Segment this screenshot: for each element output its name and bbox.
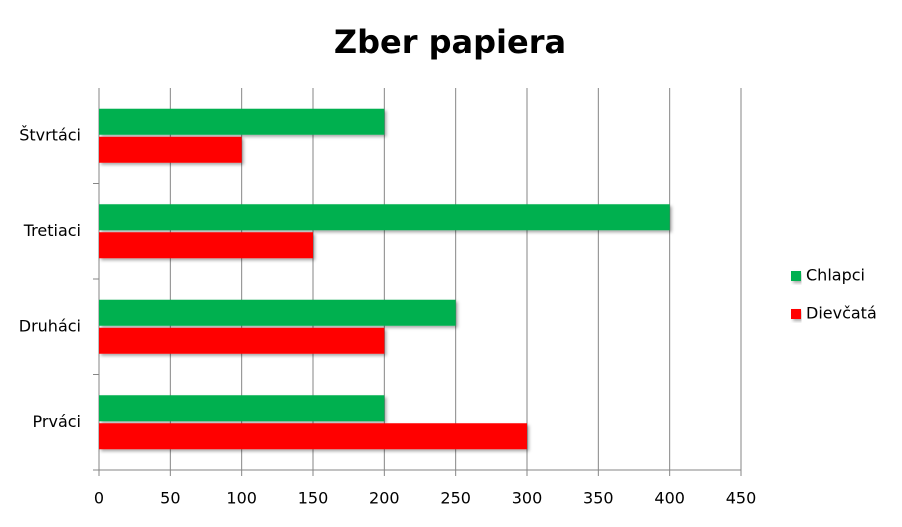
bar [99,395,385,422]
x-tick-label: 400 [654,489,685,508]
chart-title: Zber papiera [334,23,566,61]
x-tick-label: 0 [94,489,104,508]
x-tick-label: 450 [726,489,757,508]
y-tick-label: Druháci [19,316,81,335]
bar [99,136,242,163]
bar [99,232,313,259]
x-tick-label: 250 [440,489,471,508]
y-tick-label: Štvrtáci [19,125,81,144]
bar [99,423,527,450]
bar [99,108,385,135]
y-tick-label: Tretiaci [23,221,81,240]
x-tick-label: 100 [226,489,257,508]
x-tick-label: 200 [369,489,400,508]
x-tick-label: 300 [512,489,543,508]
bar [99,204,670,231]
legend-label: Chlapci [806,266,865,285]
x-tick-label: 350 [583,489,614,508]
legend-swatch [791,271,801,281]
legend-label: Dievčatá [806,304,877,323]
bar [99,327,385,354]
legend-swatch [791,309,801,319]
x-tick-label: 50 [160,489,180,508]
y-tick-label: Prváci [33,412,81,431]
bar [99,299,456,326]
x-tick-label: 150 [298,489,329,508]
